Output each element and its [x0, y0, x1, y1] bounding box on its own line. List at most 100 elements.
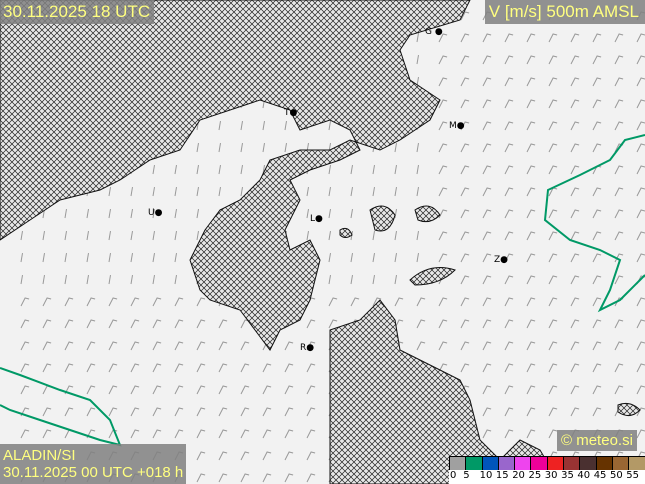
wind-barb	[460, 363, 470, 373]
wind-barb	[504, 319, 514, 329]
wind-barb	[636, 429, 645, 439]
wind-barb	[460, 33, 470, 43]
wind-barb	[86, 231, 89, 241]
wind-barb	[240, 473, 250, 483]
wind-barb	[306, 209, 309, 219]
wind-barb	[548, 121, 558, 131]
wind-barb	[636, 99, 645, 109]
color-legend	[449, 456, 645, 471]
wind-barb	[460, 99, 470, 109]
wind-barb	[64, 297, 74, 307]
wind-barb	[196, 473, 206, 483]
wind-barb	[460, 143, 470, 153]
wind-barb	[86, 407, 96, 417]
wind-barb	[460, 121, 470, 131]
wind-barb	[614, 187, 624, 197]
wind-barb	[240, 187, 243, 197]
wind-barb	[592, 209, 602, 219]
wind-barb	[174, 319, 184, 329]
wind-barb	[592, 407, 602, 417]
wind-barb	[130, 385, 140, 395]
parameter-label: V [m/s] 500m AMSL	[484, 0, 645, 24]
wind-barb	[42, 231, 45, 241]
wind-barb	[438, 55, 448, 65]
wind-barb	[20, 319, 30, 329]
wind-barb	[284, 451, 294, 461]
wind-barb	[196, 187, 199, 197]
wind-barb	[482, 231, 492, 241]
wind-barb	[438, 77, 448, 87]
wind-barb	[394, 209, 397, 219]
wind-barb	[504, 363, 514, 373]
wind-barb	[570, 341, 580, 351]
wind-barb	[42, 407, 52, 417]
wind-barb	[548, 99, 558, 109]
legend-swatch	[497, 456, 516, 471]
wind-barb	[570, 319, 580, 329]
wind-barb	[416, 33, 419, 43]
wind-barb	[548, 165, 558, 175]
wind-barb	[394, 231, 397, 241]
wind-barb	[284, 363, 294, 373]
wind-barb	[328, 187, 331, 197]
wind-barb	[394, 187, 397, 197]
credit-label: © meteo.si	[557, 430, 637, 451]
wind-barb	[174, 231, 177, 241]
wind-barb	[218, 143, 221, 153]
wind-barb	[592, 33, 602, 43]
wind-barb	[42, 253, 45, 263]
legend-swatch	[628, 456, 645, 471]
wind-barb	[504, 231, 514, 241]
wind-barb	[152, 187, 155, 197]
wind-barb	[570, 209, 580, 219]
wind-barb	[394, 165, 397, 175]
wind-barb	[42, 275, 45, 285]
wind-barb	[20, 385, 30, 395]
wind-barb	[108, 319, 118, 329]
wind-barb	[64, 209, 67, 219]
wind-barb	[526, 341, 536, 351]
wind-barb	[504, 429, 514, 439]
wind-barb	[328, 297, 338, 307]
wind-barb	[262, 385, 272, 395]
wind-barb	[20, 231, 23, 241]
wind-barb	[20, 363, 30, 373]
wind-barb	[504, 385, 514, 395]
legend-tick: 45	[593, 470, 607, 481]
wind-barb	[548, 341, 558, 351]
wind-barb	[438, 297, 448, 307]
wind-barb	[504, 55, 514, 65]
wind-barb	[570, 297, 580, 307]
wind-barb	[592, 363, 602, 373]
wind-barb	[130, 231, 133, 241]
wind-barb	[592, 187, 602, 197]
wind-barb	[592, 275, 602, 285]
wind-barb	[526, 143, 536, 153]
wind-barb	[20, 341, 30, 351]
wind-barb	[592, 231, 602, 241]
wind-barb	[482, 253, 492, 263]
wind-barb	[64, 319, 74, 329]
legend-tick: 15	[495, 470, 509, 481]
wind-barb	[570, 231, 580, 241]
wind-barb	[262, 407, 272, 417]
wind-barb	[196, 385, 206, 395]
wind-barb	[504, 33, 514, 43]
wind-barb	[460, 319, 470, 329]
wind-barb	[152, 231, 155, 241]
wind-barb	[438, 99, 448, 109]
legend-tick: 25	[528, 470, 542, 481]
wind-barb	[284, 407, 294, 417]
wind-barb	[504, 297, 514, 307]
wind-barb	[350, 165, 353, 175]
wind-barb	[438, 187, 448, 197]
wind-barb	[636, 253, 645, 263]
wind-barb	[614, 319, 624, 329]
wind-barb	[372, 275, 375, 285]
wind-barb	[482, 363, 492, 373]
wind-barb	[152, 319, 162, 329]
wind-barb	[526, 55, 536, 65]
wind-barb	[482, 187, 492, 197]
wind-barb	[306, 319, 316, 329]
